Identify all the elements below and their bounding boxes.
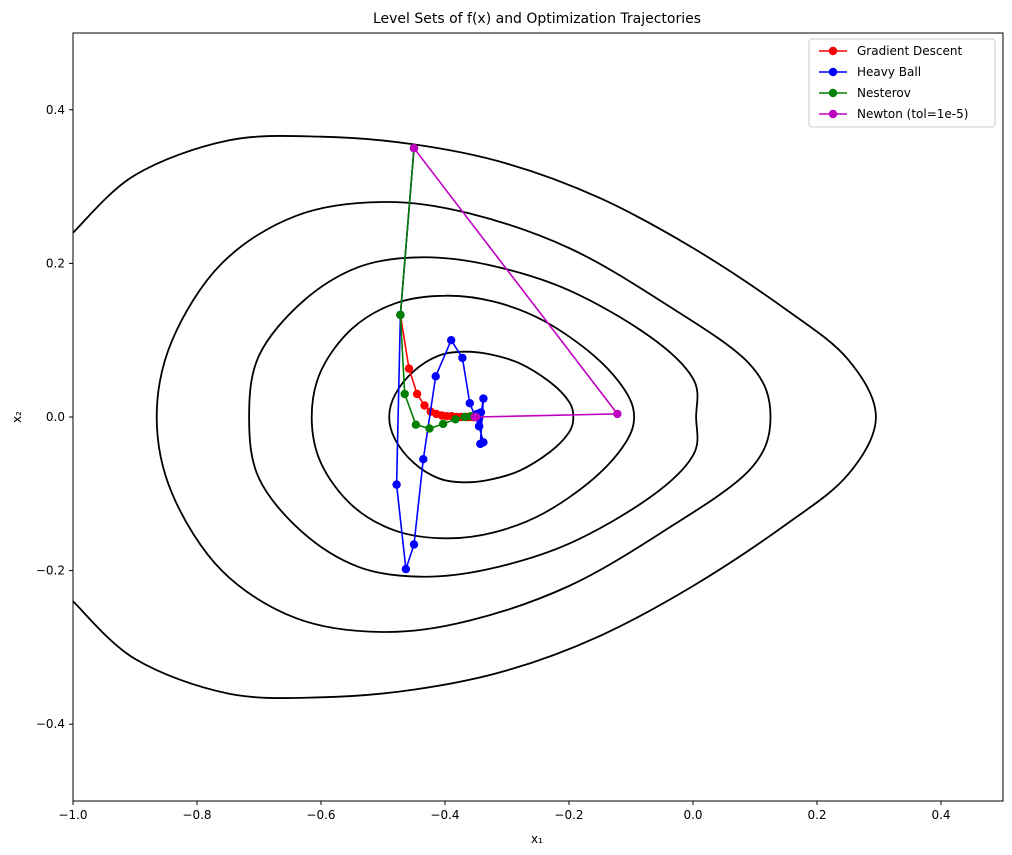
data-point-nesterov [396, 310, 405, 320]
data-point-nesterov [425, 424, 434, 433]
contour-line-1 [388, 350, 575, 484]
x-tick-label: −1.0 [58, 808, 87, 822]
legend-box [808, 38, 996, 128]
contour-line-2 [310, 294, 636, 540]
legend-marker [828, 109, 838, 119]
y-axis-label: x₂ [10, 411, 24, 423]
y-tick-label: 0.2 [46, 256, 65, 270]
legend-label: Newton (tol=1e-5) [857, 107, 968, 121]
data-point-gradient-descent [404, 364, 414, 373]
data-point-nesterov [400, 389, 409, 399]
data-point-heavy-ball [458, 353, 467, 363]
x-axis-ticks: −1.0 −0.8 −0.6 −0.4 −0.2 0.0 0.2 0.4 [58, 801, 951, 822]
legend-marker [828, 46, 838, 56]
legend-label: Heavy Ball [857, 65, 921, 79]
x-tick-label: −0.6 [306, 808, 335, 822]
data-point-heavy-ball [479, 438, 488, 447]
data-point-nesterov [460, 412, 469, 422]
legend-entry-newton-tol-1e-5: Newton (tol=1e-5) [819, 107, 968, 121]
y-tick-label: 0.0 [46, 410, 65, 424]
legend-marker [828, 67, 838, 77]
legend-label: Nesterov [857, 86, 911, 100]
series-newton-tol-1e-5 [409, 144, 622, 422]
contour-lines [73, 134, 877, 700]
data-point-heavy-ball [431, 372, 440, 381]
data-point-heavy-ball [419, 455, 428, 464]
series-lines [392, 144, 622, 574]
contour-line-4 [155, 201, 772, 633]
data-point-heavy-ball [401, 564, 411, 574]
legend-entry-gradient-descent: Gradient Descent [819, 44, 963, 58]
data-point-gradient-descent [420, 401, 429, 410]
x-tick-label: 0.2 [807, 808, 826, 822]
legend-entry-heavy-ball: Heavy Ball [819, 65, 921, 79]
legend-entry-nesterov: Nesterov [819, 86, 911, 100]
plot-background [73, 33, 1003, 801]
data-point-heavy-ball [409, 540, 419, 549]
x-tick-label: 0.4 [931, 808, 950, 822]
y-tick-label: −0.2 [36, 564, 65, 578]
contour-line-5 [73, 134, 877, 700]
legend-marker [828, 88, 838, 98]
data-point-heavy-ball [474, 422, 484, 431]
data-point-newton-tol-1e-5 [409, 144, 419, 153]
y-axis-ticks: −0.4 −0.2 0.0 0.2 0.4 [36, 103, 73, 731]
data-point-newton-tol-1e-5 [470, 412, 479, 422]
x-tick-label: −0.8 [182, 808, 211, 822]
data-point-heavy-ball [479, 394, 488, 403]
x-tick-label: 0.0 [683, 808, 702, 822]
contour-line-3 [248, 256, 699, 578]
y-tick-label: −0.4 [36, 717, 65, 731]
data-point-nesterov [438, 419, 448, 429]
data-point-newton-tol-1e-5 [613, 409, 622, 419]
x-tick-label: −0.4 [430, 808, 459, 822]
x-tick-label: −0.2 [554, 808, 583, 822]
data-point-nesterov [411, 420, 421, 429]
data-point-heavy-ball [392, 480, 401, 489]
data-point-heavy-ball [465, 399, 474, 408]
plot-area [73, 33, 1003, 801]
chart-title: Level Sets of f(x) and Optimization Traj… [373, 11, 701, 27]
data-point-nesterov [451, 415, 460, 424]
data-point-gradient-descent [412, 389, 422, 399]
data-point-heavy-ball [447, 336, 456, 345]
legend: Gradient Descent Heavy Ball Nesterov Newton… [808, 38, 996, 128]
y-tick-label: 0.4 [46, 103, 65, 117]
legend-label: Gradient Descent [857, 44, 963, 58]
x-axis-label: x₁ [531, 832, 543, 846]
